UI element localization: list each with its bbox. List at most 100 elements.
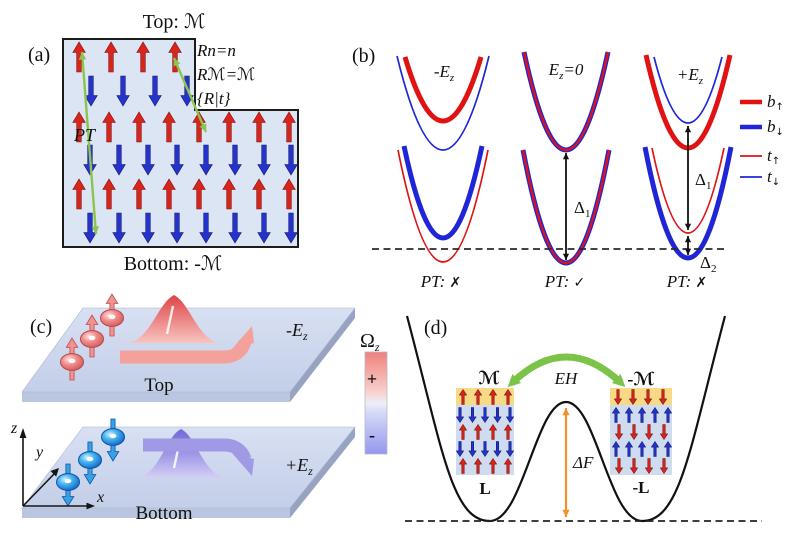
spin-arrow-up — [132, 111, 146, 143]
panel-c-label: (c) — [30, 316, 52, 338]
inset-spin-down — [493, 441, 502, 458]
right-magnetization-label: -ℳ — [627, 369, 654, 389]
inset-spin-down — [613, 389, 623, 406]
barrier-height-label: ΔF — [572, 453, 594, 472]
inset-spin-up — [473, 423, 483, 440]
z-axis-arrowhead-icon — [19, 428, 27, 438]
spin-arrow-down — [257, 144, 271, 176]
spin-arrow-up — [162, 178, 176, 210]
spin-arrow-down — [228, 144, 242, 176]
band-curve-t_lower — [521, 149, 611, 264]
symmetry-arrow — [80, 51, 98, 235]
spin-arrow-down — [112, 212, 126, 244]
gap-label: Δ1 — [574, 198, 590, 220]
legend-label: b↑ — [767, 92, 784, 113]
spin-arrow-down — [228, 212, 242, 244]
spin-arrow-up — [282, 111, 296, 143]
inset-spin-down — [455, 407, 465, 424]
inset-spin-up — [624, 440, 634, 457]
spin-arrow-down — [257, 212, 271, 244]
spin-arrow-up — [72, 41, 86, 73]
spin-arrow-down — [170, 212, 184, 244]
inset-spin-down — [614, 458, 624, 475]
inset-spin-up — [637, 440, 647, 457]
band-legend: b↑ b↓ t↑t↓ — [740, 92, 784, 188]
panel-b-label: (b) — [352, 45, 375, 67]
inset-spin-up — [624, 406, 634, 423]
inset-spin-up — [611, 440, 621, 457]
colorbar-plus-label: + — [367, 369, 377, 389]
symmetry-arrow-head — [199, 123, 207, 132]
ball-core — [68, 358, 76, 364]
inset-spin-down — [659, 458, 669, 475]
inset-spin-up — [663, 406, 673, 423]
pt-operator-label: PT — [73, 125, 97, 145]
ball-core — [86, 456, 94, 462]
spin-arrow-down — [112, 144, 126, 176]
slab-field-label: -Ez — [286, 320, 308, 343]
spin-arrow-up — [72, 111, 86, 143]
inset-spin-down — [644, 458, 654, 475]
spin-arrow-up — [222, 111, 236, 143]
spin-arrow-down — [199, 212, 213, 244]
berry-curvature-colorbar — [364, 351, 388, 455]
field-label: -Ez — [434, 62, 455, 84]
colorbar-title: Ωz — [360, 330, 380, 354]
gap-label: Δ1 — [695, 170, 711, 192]
spin-lattice-arrows — [72, 41, 298, 244]
slab-field-label: +Ez — [285, 455, 313, 478]
gap-arrow-head — [684, 126, 692, 133]
x-axis-label: x — [96, 489, 104, 506]
spin-arrow-up — [282, 178, 296, 210]
symmetry-arrow-head — [173, 58, 181, 67]
spin-arrow-up — [252, 178, 266, 210]
band-curve-b_up — [402, 56, 484, 124]
spin-arrow-up — [168, 41, 182, 73]
bell-highlight-top — [165, 305, 175, 335]
bottom-slab-front-face — [22, 508, 290, 518]
right-neel-order-label: -L — [633, 478, 650, 497]
inset-spin-down — [493, 407, 502, 424]
inset-spin-down — [644, 424, 654, 441]
spin-arrow-up — [72, 178, 86, 210]
spin-arrow-down — [116, 75, 130, 107]
inset-spin-up — [503, 388, 513, 405]
top-slab-front-face — [22, 392, 290, 402]
spin-arrow-down — [284, 212, 298, 244]
inset-spin-down — [468, 441, 477, 458]
inset-spin-down — [629, 424, 639, 441]
bottom-slab-side-face — [290, 427, 355, 518]
inset-spin-up — [650, 406, 660, 423]
bottom-magnetization-label: Bottom: -ℳ — [124, 253, 223, 275]
inset-spin-down — [629, 458, 639, 475]
barrier-height-arrow-head — [562, 408, 570, 416]
panel-a-label: (a) — [28, 44, 50, 66]
inset-spin-up — [488, 457, 498, 474]
gap-arrow-head — [562, 153, 570, 160]
hall-flow-arrowhead-bottom — [232, 453, 254, 476]
inset-spin-down — [480, 407, 490, 424]
band-curve-t_up — [397, 149, 489, 263]
inset-surface-band-right — [610, 388, 672, 405]
spin-arrow-down — [141, 144, 155, 176]
colorbar-title-text: Ωz — [360, 330, 380, 354]
symmetry-arrow-head — [91, 226, 100, 234]
exchange-field-label: EH — [554, 369, 579, 388]
inset-spin-down — [505, 407, 515, 424]
top-magnetization-label: Top: ℳ — [143, 11, 206, 33]
spin-arrow-down — [170, 144, 184, 176]
legend-label: t↓ — [767, 167, 780, 188]
spin-arrow-up — [222, 178, 236, 210]
spin-arrow-up — [102, 111, 116, 143]
band-curve-b_down — [401, 145, 485, 241]
symmetry-annotation-1: Rn=n — [196, 41, 236, 60]
inset-spin-up — [458, 388, 468, 405]
panel-d-label: (d) — [424, 317, 447, 339]
legend-label: t↑ — [767, 146, 780, 167]
barrier-arrow — [562, 408, 570, 517]
inset-spin-down — [658, 389, 668, 406]
band-curve-b_down — [642, 146, 734, 261]
ball-core — [64, 478, 72, 484]
